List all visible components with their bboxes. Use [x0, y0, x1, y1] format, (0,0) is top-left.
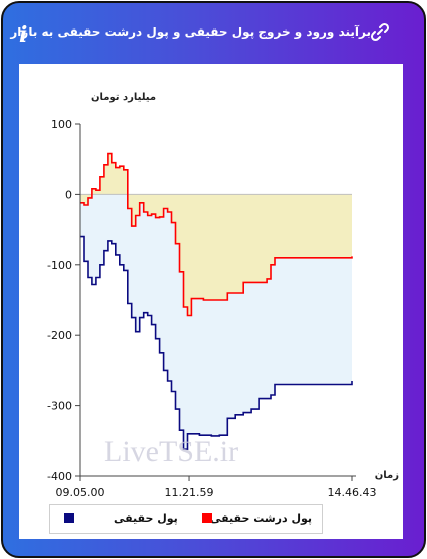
x-tick-label-2: 14.46.43: [328, 486, 377, 499]
watermark: LiveTSE.ir: [104, 435, 238, 468]
series-area-1: [80, 153, 352, 316]
series-line-0[interactable]: [80, 235, 353, 451]
legend-label-real-money: پول حقیقی: [114, 512, 178, 525]
info-icon[interactable]: i: [19, 22, 28, 48]
y-tick-label-0: 100: [51, 118, 72, 131]
series-line-1[interactable]: [80, 152, 353, 317]
line-chart: 100 0 -100 -200 -300 -400 09.05.00 11.21.59 14.4…: [47, 92, 399, 499]
y-tick-label-2: -100: [47, 259, 72, 272]
y-axis-label: میلیارد تومان: [91, 92, 156, 103]
legend-label-big-money: پول درشت حقیقی: [210, 512, 313, 525]
chart-title: برآیند ورود و خروج پول حقیقی و پول درشت …: [10, 25, 371, 39]
y-tick-label-1: 0: [65, 188, 72, 201]
x-tick-label-1: 11.21.59: [165, 486, 214, 499]
link-icon[interactable]: [369, 21, 391, 43]
chart-panel: 100 0 -100 -200 -300 -400 09.05.00 11.21.59 14.4…: [19, 64, 403, 539]
legend-swatch-big-money: [202, 513, 212, 523]
y-tick-label-4: -300: [47, 400, 72, 413]
legend-swatch-real-money: [64, 513, 74, 523]
y-tick-label-5: -400: [47, 470, 72, 483]
x-axis-label: زمان: [375, 470, 399, 481]
legend: پول حقیقی پول درشت حقیقی: [49, 504, 323, 534]
x-tick-label-0: 09.05.00: [56, 486, 105, 499]
y-tick-label-3: -200: [47, 329, 72, 342]
